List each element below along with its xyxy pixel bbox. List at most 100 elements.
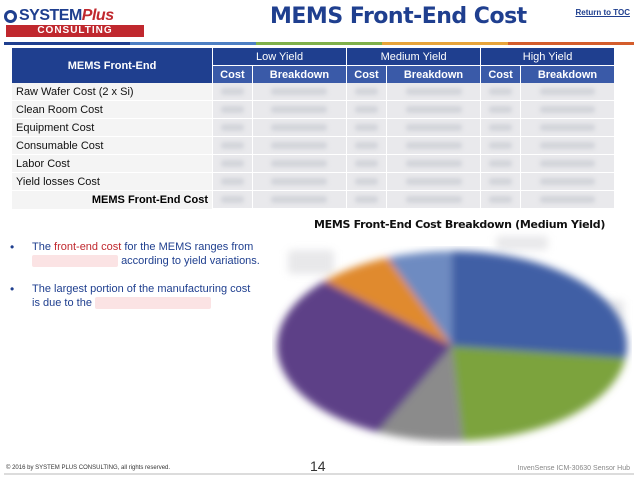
pie-slice [452, 346, 626, 441]
bullet-text: according to yield variations. [121, 255, 260, 267]
blurred-value-cell [385, 172, 481, 191]
table-subheader: Cost [212, 65, 253, 83]
chart-title: MEMS Front-End Cost Breakdown (Medium Yi… [314, 218, 606, 231]
blurred-value-cell [519, 100, 614, 119]
return-to-toc-link[interactable]: Return to TOC [575, 8, 630, 17]
color-bar-segment [256, 42, 382, 45]
row-label: Consumable Cost [12, 136, 213, 155]
blurred-value-cell [251, 83, 347, 101]
page-title: MEMS Front-End Cost [270, 4, 527, 29]
table-total-row: MEMS Front-End Cost [12, 190, 614, 209]
blurred-value-cell [519, 154, 614, 173]
row-label: Raw Wafer Cost (2 x Si) [12, 83, 213, 101]
pie-slice [276, 280, 452, 432]
bullet-text: The [32, 241, 55, 253]
table-subheader: Breakdown [385, 65, 481, 83]
color-bar-segment [4, 42, 130, 45]
redacted-value [95, 297, 211, 310]
blurred-value-cell [480, 83, 521, 101]
cost-table: MEMS Front-End Low Yield Medium Yield Hi… [12, 48, 614, 209]
bullet-highlight: front-end cost [54, 241, 122, 253]
blurred-value-cell [519, 172, 614, 191]
blurred-value-cell [480, 136, 521, 155]
bullet-list: • The front-end cost for the MEMS ranges… [10, 240, 280, 324]
blurred-value-cell [212, 83, 253, 101]
blurred-value-cell [251, 100, 347, 119]
blurred-value-cell [212, 172, 253, 191]
blurred-value-cell [385, 136, 481, 155]
color-bar-segment [508, 42, 634, 45]
blurred-total-cell [346, 190, 387, 209]
bullet-item: • The front-end cost for the MEMS ranges… [10, 240, 280, 268]
logo-circle-icon [4, 9, 17, 23]
table-header-main: MEMS Front-End [12, 48, 213, 83]
blurred-value-cell [251, 154, 347, 173]
blurred-total-cell [251, 190, 347, 209]
blurred-total-cell [519, 190, 614, 209]
logo-line1: SYSTEM [19, 7, 82, 24]
pie-slice [377, 346, 463, 441]
blurred-value-cell [519, 136, 614, 155]
blurred-value-cell [346, 154, 387, 173]
blurred-value-cell [480, 154, 521, 173]
blurred-value-cell [251, 172, 347, 191]
table-header-medium-yield: Medium Yield [346, 48, 481, 66]
blurred-value-cell [385, 154, 481, 173]
blurred-pie-label [288, 250, 334, 274]
table-row: Equipment Cost [12, 118, 614, 137]
bullet-dot-icon: • [10, 240, 15, 254]
color-bar-segment [130, 42, 256, 45]
table-header-low-yield: Low Yield [211, 48, 347, 66]
header-color-bar [4, 42, 634, 45]
bullet-item: • The largest portion of the manufacturi… [10, 282, 280, 310]
blurred-value-cell [480, 100, 521, 119]
blurred-value-cell [346, 172, 387, 191]
bullet-dot-icon: • [10, 282, 15, 296]
blurred-value-cell [212, 136, 253, 155]
blurred-total-cell [212, 190, 253, 209]
table-row: Yield losses Cost [12, 172, 614, 191]
blurred-value-cell [385, 118, 481, 137]
pie-slice [324, 257, 452, 346]
blurred-value-cell [212, 154, 253, 173]
blurred-value-cell [519, 83, 614, 101]
color-bar-segment [382, 42, 508, 45]
logo-line2: CONSULTING [6, 25, 144, 37]
blurred-value-cell [346, 83, 387, 101]
blurred-value-cell [346, 118, 387, 137]
bullet-text: for the MEMS ranges from [121, 241, 254, 253]
blurred-total-cell [385, 190, 481, 209]
cost-breakdown-pie-chart [276, 251, 627, 441]
table-subheader: Cost [480, 65, 521, 83]
table-subheader: Cost [346, 65, 387, 83]
total-row-label: MEMS Front-End Cost [12, 190, 213, 209]
blurred-pie-label [496, 236, 548, 250]
footer-divider [4, 473, 634, 475]
table-header-high-yield: High Yield [480, 48, 614, 66]
table-row: Clean Room Cost [12, 100, 614, 119]
blurred-value-cell [519, 118, 614, 137]
redacted-value [32, 255, 118, 268]
row-label: Clean Room Cost [12, 100, 213, 119]
blurred-total-cell [480, 190, 521, 209]
blurred-value-cell [480, 118, 521, 137]
table-subheader: Breakdown [519, 65, 614, 83]
blurred-value-cell [346, 100, 387, 119]
bullet-text: The largest portion of the manufacturing… [32, 283, 251, 295]
blurred-value-cell [212, 118, 253, 137]
blurred-value-cell [346, 136, 387, 155]
blurred-value-cell [251, 136, 347, 155]
blurred-value-cell [251, 118, 347, 137]
bullet-text: is due to the [32, 297, 92, 309]
company-logo: SYSTEMPlus CONSULTING [4, 7, 144, 41]
table-row: Consumable Cost [12, 136, 614, 155]
row-label: Equipment Cost [12, 118, 213, 137]
blurred-value-cell [480, 172, 521, 191]
pie-slice [452, 251, 627, 358]
table-subheader: Breakdown [251, 65, 347, 83]
table-body: Raw Wafer Cost (2 x Si) Clean Room Cost Eq… [12, 83, 614, 209]
table-row: Labor Cost [12, 154, 614, 173]
table-row: Raw Wafer Cost (2 x Si) [12, 83, 614, 101]
pie-slice [387, 251, 452, 346]
blurred-value-cell [385, 100, 481, 119]
